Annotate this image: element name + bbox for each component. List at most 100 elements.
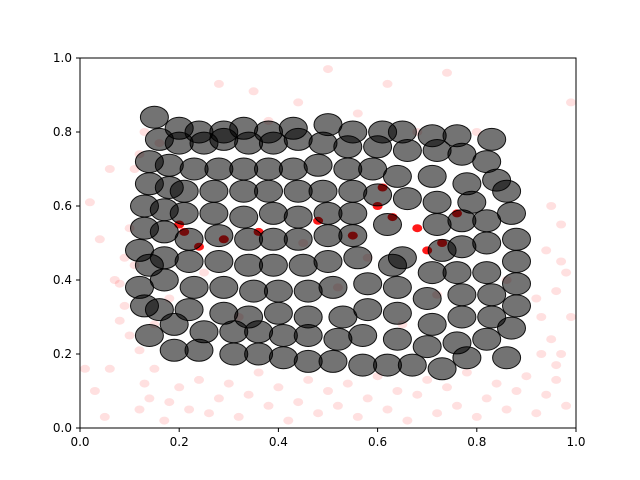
background-point-27 <box>283 416 294 425</box>
cluster-point-54 <box>477 283 507 307</box>
cluster-point-41 <box>502 294 531 318</box>
cluster-point-68 <box>472 261 502 285</box>
background-point-69 <box>556 257 567 266</box>
cluster-point-113 <box>154 153 184 177</box>
cluster-point-97 <box>497 201 526 225</box>
cluster-point-53 <box>447 283 477 307</box>
cluster-point-67 <box>442 261 472 285</box>
background-point-30 <box>313 409 324 418</box>
plot-frame <box>79 57 577 429</box>
cluster-point-24 <box>412 335 442 359</box>
cluster-point-72 <box>174 227 204 251</box>
cluster-point-34 <box>293 305 323 329</box>
background-point-25 <box>263 401 274 410</box>
background-point-57 <box>546 335 557 344</box>
cluster-point-79 <box>387 246 417 270</box>
cluster-point-122 <box>382 164 412 188</box>
cluster-point-27 <box>497 316 526 340</box>
cluster-point-103 <box>254 179 283 203</box>
background-point-39 <box>402 416 413 425</box>
background-point-46 <box>471 412 482 421</box>
background-point-47 <box>481 394 492 403</box>
background-point-50 <box>511 387 522 395</box>
cluster-point-74 <box>234 227 264 251</box>
cluster-point-39 <box>447 305 477 329</box>
cluster-point-46 <box>239 279 269 303</box>
x-tick-label: 1.0 <box>566 435 585 449</box>
cluster-point-1 <box>159 338 189 362</box>
background-point-22 <box>233 412 244 421</box>
cluster-point-104 <box>283 179 313 203</box>
cluster-point-89 <box>258 201 288 225</box>
cluster-point-100 <box>169 179 199 203</box>
cluster-point-28 <box>125 275 154 299</box>
x-tick-label: 0.8 <box>467 435 486 449</box>
cluster-point-13 <box>492 346 522 370</box>
background-point-54 <box>551 375 562 384</box>
background-point-41 <box>422 375 433 384</box>
cluster-point-77 <box>313 224 343 248</box>
cluster-point-5 <box>268 346 298 370</box>
cluster-point-31 <box>209 301 239 325</box>
background-point-71 <box>248 87 259 96</box>
cluster-point-115 <box>204 157 234 181</box>
cluster-point-83 <box>502 227 531 251</box>
background-point-18 <box>194 375 204 384</box>
cluster-point-144 <box>229 116 259 140</box>
cluster-point-139 <box>472 150 502 174</box>
cluster-point-153 <box>477 127 507 151</box>
background-point-26 <box>273 383 284 392</box>
y-tick-label: 0.8 <box>53 125 72 139</box>
x-tick-label: 0.6 <box>368 435 387 449</box>
cluster-point-47 <box>263 279 293 303</box>
background-point-45 <box>461 368 472 377</box>
cluster-point-33 <box>263 301 293 325</box>
cluster-point-62 <box>288 253 318 277</box>
cluster-point-117 <box>254 157 283 181</box>
cluster-point-90 <box>283 205 313 229</box>
background-point-92 <box>199 268 209 277</box>
background-point-49 <box>501 405 512 414</box>
cluster-point-58 <box>174 250 204 273</box>
y-tick-label: 0.4 <box>53 273 72 287</box>
y-tick-label: 0.6 <box>53 199 72 213</box>
y-tick-label: 0.0 <box>53 421 72 435</box>
x-tick-label: 0.4 <box>269 435 288 449</box>
background-point-5 <box>104 165 115 173</box>
y-tick-label: 1.0 <box>53 51 72 65</box>
background-point-62 <box>556 220 567 229</box>
cluster-point-45 <box>209 275 239 299</box>
background-point-89 <box>104 364 115 373</box>
background-point-6 <box>109 276 120 284</box>
cluster-point-152 <box>442 124 472 148</box>
cluster-point-94 <box>422 213 452 236</box>
cluster-point-56 <box>125 238 154 262</box>
background-point-31 <box>323 387 333 395</box>
cluster-point-37 <box>382 301 412 325</box>
background-point-4 <box>94 235 105 244</box>
y-tick-label: 0.2 <box>53 347 72 361</box>
background-point-60 <box>561 268 572 277</box>
background-point-16 <box>174 383 185 392</box>
cluster-point-40 <box>477 305 507 329</box>
cluster-point-57 <box>149 246 179 270</box>
cluster-point-81 <box>447 235 477 259</box>
cluster-point-106 <box>338 179 368 203</box>
cluster-point-36 <box>353 298 383 322</box>
cluster-point-102 <box>229 179 259 203</box>
cluster-point-64 <box>343 246 373 270</box>
cluster-point-123 <box>417 164 447 188</box>
axes: 0.0 0.2 0.4 0.6 0.8 1.0 0.0 0.2 0.4 0.6 0.8 1.0 <box>53 51 586 449</box>
cluster-point-23 <box>382 327 412 351</box>
cluster-point-88 <box>229 205 259 229</box>
background-point-28 <box>293 398 304 407</box>
cluster-point-121 <box>358 157 388 181</box>
cluster-point-145 <box>254 120 283 144</box>
cluster-point-101 <box>199 179 229 203</box>
cluster-point-61 <box>258 253 288 277</box>
background-point-55 <box>561 401 572 410</box>
cluster-point-78 <box>338 224 368 248</box>
cluster-point-7 <box>318 349 348 373</box>
cluster-point-16 <box>189 320 219 344</box>
background-point-29 <box>303 375 314 384</box>
